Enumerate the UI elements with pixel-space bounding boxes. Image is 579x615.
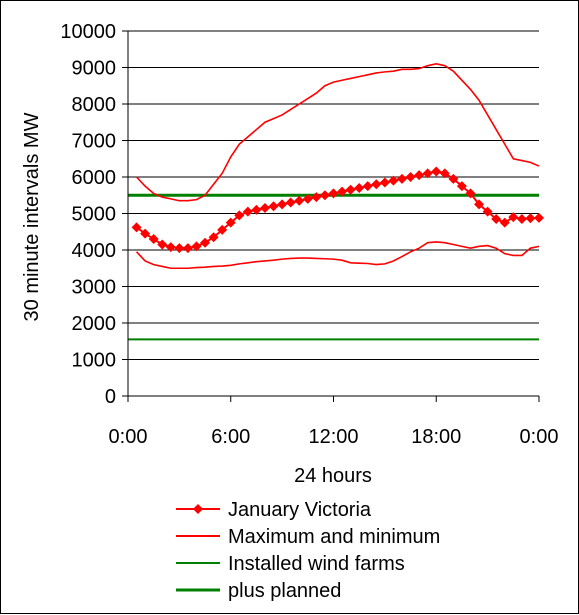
data-point <box>422 168 433 179</box>
data-point <box>508 212 519 223</box>
data-point <box>174 243 185 254</box>
series-line-january-victoria <box>135 170 540 250</box>
series <box>131 63 544 270</box>
data-point <box>456 181 467 192</box>
y-tick-label: 5000 <box>72 204 117 226</box>
data-point <box>371 179 382 190</box>
data-point <box>285 197 296 208</box>
y-tick-label: 0 <box>105 386 116 408</box>
y-axis-title: 30 minute intervals MW <box>21 112 43 321</box>
data-point <box>217 224 228 235</box>
data-point <box>474 199 485 210</box>
data-point <box>302 193 313 204</box>
data-point <box>251 204 262 215</box>
data-point <box>200 237 211 248</box>
y-tick-label: 6000 <box>72 167 117 189</box>
data-point <box>491 213 502 224</box>
data-point <box>157 239 168 250</box>
data-point <box>414 170 425 181</box>
data-point <box>362 181 373 192</box>
data-point <box>234 210 245 221</box>
data-point <box>277 199 288 210</box>
x-axis-title: 24 hours <box>294 465 372 487</box>
data-point <box>140 228 151 239</box>
data-point <box>165 242 176 253</box>
x-tick-label: 0:00 <box>520 426 559 448</box>
data-point <box>225 217 236 228</box>
legend: January Victoria Maximum and minimum Insta… <box>176 499 440 602</box>
y-tick-label: 1000 <box>72 350 117 372</box>
y-tick-label: 8000 <box>72 94 117 116</box>
data-point <box>311 192 322 203</box>
y-tick-label: 7000 <box>72 131 117 153</box>
data-point <box>516 213 527 224</box>
data-point <box>534 212 544 223</box>
x-tick-label: 18:00 <box>411 426 461 448</box>
y-tick-label: 9000 <box>72 58 117 80</box>
minimum-line <box>135 241 540 270</box>
data-point <box>345 184 356 195</box>
data-point <box>268 201 279 212</box>
axes <box>122 30 540 402</box>
data-point <box>319 190 330 201</box>
data-point <box>328 188 339 199</box>
y-tick-label: 2000 <box>72 313 117 335</box>
legend-label: Installed wind farms <box>228 553 405 575</box>
x-tick-labels: 0:00 6:00 12:00 18:00 0:00 <box>109 426 559 448</box>
data-point <box>431 166 442 177</box>
data-point <box>388 175 399 186</box>
data-point <box>260 203 270 214</box>
data-point <box>354 182 365 193</box>
data-point <box>131 222 142 233</box>
legend-label: plus planned <box>228 580 341 602</box>
data-point <box>499 217 510 228</box>
data-point <box>405 172 416 182</box>
y-tick-label: 10000 <box>60 21 116 43</box>
data-point <box>465 188 476 199</box>
x-tick-label: 6:00 <box>211 426 250 448</box>
y-tick-label: 3000 <box>72 277 117 299</box>
data-point <box>439 168 450 179</box>
data-point <box>191 241 202 252</box>
data-point <box>482 206 493 217</box>
data-point <box>397 173 407 184</box>
data-point <box>525 213 536 224</box>
data-point <box>448 173 459 184</box>
data-point <box>242 206 253 217</box>
legend-marker <box>193 504 203 514</box>
data-point <box>208 232 219 243</box>
data-point <box>182 243 193 254</box>
y-tick-label: 4000 <box>72 240 117 262</box>
data-point <box>337 186 348 197</box>
maximum-line <box>135 63 540 202</box>
legend-label: Maximum and minimum <box>228 526 440 548</box>
data-point <box>148 234 159 245</box>
x-tick-label: 12:00 <box>308 426 358 448</box>
data-point <box>294 195 305 206</box>
x-tick-label: 0:00 <box>109 426 148 448</box>
y-tick-labels: 0 1000 2000 3000 4000 5000 6000 7000 8000 9000 100… <box>60 21 116 408</box>
data-point <box>379 177 390 188</box>
legend-label: January Victoria <box>228 499 372 521</box>
